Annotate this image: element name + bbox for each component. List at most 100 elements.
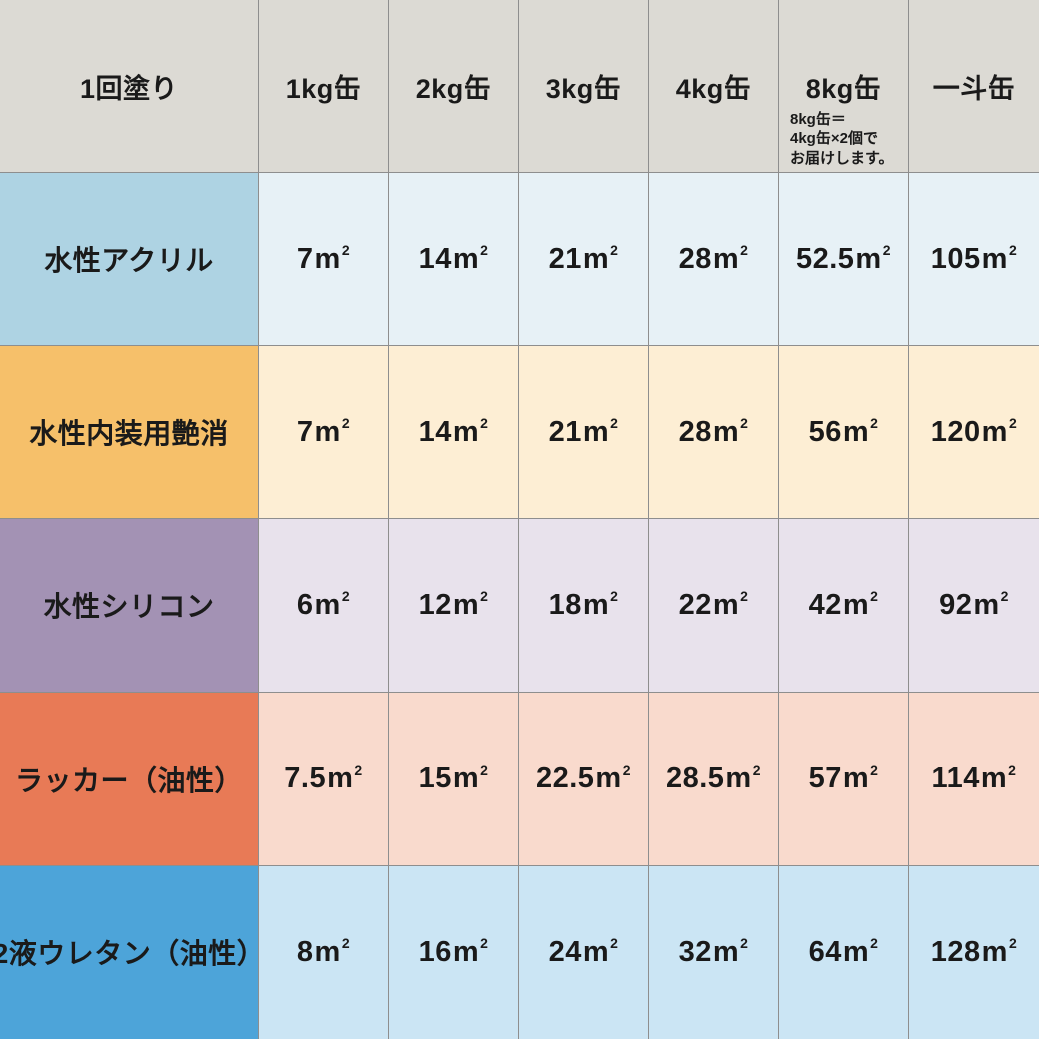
coverage-value: 16 bbox=[418, 935, 452, 968]
coverage-value: 28.5 bbox=[665, 762, 725, 795]
coverage-cell: 18 m2 bbox=[519, 519, 649, 693]
unit-base: m bbox=[314, 588, 341, 621]
square-meter-unit: m2 bbox=[453, 243, 489, 276]
unit-base: m bbox=[452, 242, 480, 275]
coverage-value: 32 bbox=[678, 935, 712, 968]
unit-base: m bbox=[452, 588, 480, 621]
column-header-label: 2kg缶 bbox=[415, 73, 492, 104]
coverage-value: 6 bbox=[296, 588, 314, 621]
column-note-line: お届けします。 bbox=[790, 150, 894, 168]
square-meter-unit: m2 bbox=[981, 762, 1017, 795]
row-label-2: 水性内装用艶消 bbox=[0, 346, 259, 520]
column-header-label: 1kg缶 bbox=[285, 73, 362, 104]
column-header-3: 3kg缶 bbox=[519, 0, 649, 173]
unit-superscript: 2 bbox=[1008, 761, 1017, 778]
coverage-value: 114 bbox=[931, 762, 980, 795]
unit-superscript: 2 bbox=[740, 415, 749, 432]
unit-superscript: 2 bbox=[341, 588, 351, 605]
unit-superscript: 2 bbox=[1008, 241, 1018, 258]
coverage-cell: 52.5 m2 bbox=[779, 173, 909, 347]
square-meter-unit: m2 bbox=[973, 589, 1009, 622]
unit-superscript: 2 bbox=[341, 241, 351, 258]
coverage-value: 56 bbox=[808, 415, 842, 448]
unit-superscript: 2 bbox=[610, 241, 619, 258]
unit-base: m bbox=[712, 415, 740, 448]
square-meter-unit: m2 bbox=[713, 589, 749, 622]
coverage-value: 21 bbox=[548, 415, 582, 448]
square-meter-unit: m2 bbox=[315, 589, 351, 622]
coverage-cell: 28.5 m2 bbox=[649, 692, 779, 866]
row-label-text: 2液ウレタン（油性） bbox=[0, 938, 259, 970]
unit-base: m bbox=[327, 762, 354, 795]
coverage-cell: 28 m2 bbox=[649, 346, 779, 520]
unit-superscript: 2 bbox=[1008, 415, 1018, 432]
coverage-cell: 22.5 m2 bbox=[519, 692, 649, 866]
row-label-text: 水性アクリル bbox=[44, 245, 214, 277]
column-header-5: 8kg缶 8kg缶＝ 4kg缶×2個で お届けします。 bbox=[779, 0, 909, 173]
coverage-cell: 14 m2 bbox=[389, 346, 519, 520]
coverage-cell: 92 m2 bbox=[909, 519, 1039, 693]
coverage-value: 18 bbox=[548, 588, 582, 621]
unit-base: m bbox=[314, 242, 341, 275]
unit-base: m bbox=[973, 588, 1000, 621]
unit-base: m bbox=[582, 242, 610, 275]
square-meter-unit: m2 bbox=[855, 243, 891, 276]
square-meter-unit: m2 bbox=[843, 589, 879, 622]
coverage-value: 64 bbox=[808, 935, 842, 968]
unit-base: m bbox=[712, 588, 740, 621]
unit-base: m bbox=[712, 935, 740, 968]
coverage-value: 52.5 bbox=[795, 242, 855, 275]
coverage-cell: 128 m2 bbox=[909, 865, 1039, 1039]
unit-base: m bbox=[452, 415, 480, 448]
unit-base: m bbox=[582, 415, 610, 448]
square-meter-unit: m2 bbox=[327, 762, 363, 795]
unit-superscript: 2 bbox=[480, 588, 489, 605]
coverage-cell: 16 m2 bbox=[389, 865, 519, 1039]
square-meter-unit: m2 bbox=[982, 936, 1018, 969]
square-meter-unit: m2 bbox=[315, 243, 351, 276]
square-meter-unit: m2 bbox=[843, 416, 879, 449]
square-meter-unit: m2 bbox=[583, 936, 619, 969]
coverage-cell: 7.5 m2 bbox=[259, 692, 389, 866]
unit-base: m bbox=[842, 935, 870, 968]
coverage-cell: 57 m2 bbox=[779, 692, 909, 866]
coverage-cell: 28 m2 bbox=[649, 173, 779, 347]
unit-superscript: 2 bbox=[740, 241, 749, 258]
coverage-cell: 120 m2 bbox=[909, 346, 1039, 520]
coverage-value: 15 bbox=[418, 762, 452, 795]
coverage-cell: 42 m2 bbox=[779, 519, 909, 693]
square-meter-unit: m2 bbox=[453, 936, 489, 969]
unit-base: m bbox=[314, 935, 341, 968]
coverage-cell: 12 m2 bbox=[389, 519, 519, 693]
column-header-4: 4kg缶 bbox=[649, 0, 779, 173]
unit-superscript: 2 bbox=[1000, 588, 1009, 605]
square-meter-unit: m2 bbox=[453, 416, 489, 449]
square-meter-unit: m2 bbox=[583, 416, 619, 449]
row-label-text: 水性シリコン bbox=[43, 591, 215, 623]
square-meter-unit: m2 bbox=[713, 243, 749, 276]
column-header-6: 一斗缶 bbox=[909, 0, 1039, 173]
unit-base: m bbox=[582, 935, 610, 968]
column-header-label: 8kg缶 bbox=[805, 73, 882, 104]
unit-superscript: 2 bbox=[870, 415, 879, 432]
coverage-cell: 105 m2 bbox=[909, 173, 1039, 347]
coverage-value: 24 bbox=[548, 935, 582, 968]
unit-base: m bbox=[712, 242, 740, 275]
corner-header-label: 1回塗り bbox=[79, 73, 179, 104]
square-meter-unit: m2 bbox=[315, 936, 351, 969]
coverage-value: 28 bbox=[678, 242, 712, 275]
unit-base: m bbox=[452, 762, 480, 795]
coverage-cell: 32 m2 bbox=[649, 865, 779, 1039]
coverage-cell: 6 m2 bbox=[259, 519, 389, 693]
unit-base: m bbox=[842, 588, 870, 621]
column-header-label: 3kg缶 bbox=[545, 73, 622, 104]
coverage-value: 14 bbox=[418, 415, 452, 448]
coverage-value: 128 bbox=[930, 935, 981, 968]
column-header-2: 2kg缶 bbox=[389, 0, 519, 173]
unit-superscript: 2 bbox=[740, 935, 749, 952]
unit-base: m bbox=[980, 762, 1008, 795]
coverage-value: 8 bbox=[296, 935, 314, 968]
coverage-value: 14 bbox=[418, 242, 452, 275]
unit-superscript: 2 bbox=[480, 415, 489, 432]
unit-base: m bbox=[842, 762, 870, 795]
